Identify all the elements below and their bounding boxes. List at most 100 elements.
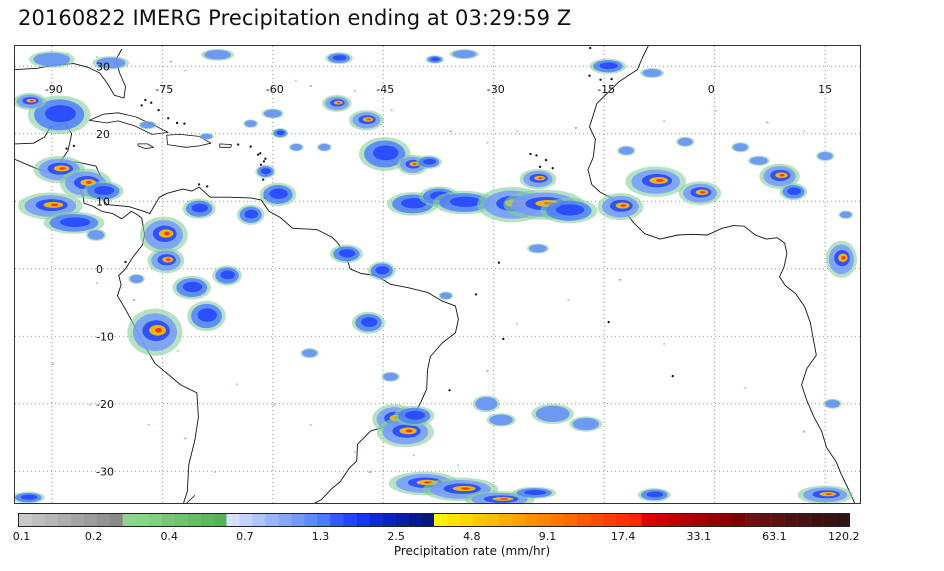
precipitation-extreme-25: [841, 256, 846, 260]
precipitation-cell-20: [597, 193, 644, 221]
colorbar-swatch-26: [356, 514, 370, 526]
precipitation-speck-39: [51, 363, 55, 366]
precipitation-extreme-33: [163, 231, 170, 236]
colorbar-swatch-46: [615, 514, 629, 526]
colorbar-swatch-54: [719, 514, 733, 526]
colorbar-swatch-14: [200, 514, 214, 526]
colorbar-swatch-50: [667, 514, 681, 526]
longitude-label-0: -90: [45, 83, 63, 96]
latitude-label-6: -30: [96, 465, 114, 478]
colorbar-swatch-34: [459, 514, 474, 526]
latitude-label-2: 10: [96, 195, 110, 208]
precipitation-cell-18: [540, 198, 598, 224]
colorbar-swatch-15: [213, 514, 227, 526]
precipitation-cell-42: [329, 244, 364, 264]
precipitation-core-59: [260, 168, 271, 175]
colorbar-tick-10: 63.1: [762, 530, 787, 543]
colorbar-title: Precipitation rate (mm/hr): [393, 544, 551, 558]
colorbar-swatch-53: [706, 514, 720, 526]
precipitation-cell-40: [236, 204, 265, 225]
precipitation-colorbar: [18, 513, 850, 527]
precipitation-body-57: [535, 405, 570, 422]
precipitation-body-73: [618, 146, 634, 155]
precipitation-cell-73: [617, 145, 636, 156]
precipitation-cell-23: [759, 163, 800, 189]
precipitation-cell-19: [519, 168, 557, 190]
coordinate-label-layer: -90 -75 -60 -45 -30 -15 0 15 30 20 10 0 -10 -20 -30: [45, 60, 832, 478]
colorbar-swatch-23: [317, 514, 331, 526]
precipitation-extreme-23: [779, 174, 785, 177]
precipitation-extreme-20: [620, 204, 627, 207]
precipitation-body-7: [642, 68, 662, 78]
colorbar-swatch-24: [330, 514, 344, 526]
precipitation-extreme-49: [460, 487, 470, 490]
island-dot-15: [535, 154, 538, 157]
precipitation-cell-3: [325, 52, 353, 65]
island-dot-37: [206, 185, 209, 188]
precipitation-core-43: [375, 266, 390, 275]
south-america-pacific-coastline: [15, 158, 199, 503]
precipitation-speck-16: [803, 130, 806, 133]
precipitation-body-77: [817, 151, 833, 161]
precipitation-body-78: [839, 211, 852, 219]
precipitation-core-39: [191, 203, 209, 213]
precipitation-speck-28: [515, 322, 519, 325]
precipitation-core-12: [423, 158, 436, 165]
precipitation-body-65: [200, 133, 213, 140]
precipitation-body-5: [452, 50, 477, 59]
precipitation-cell-31: [18, 192, 83, 220]
precipitation-core-44: [360, 317, 378, 327]
island-dot-10: [157, 108, 160, 112]
precipitation-cell-75: [731, 142, 750, 153]
precipitation-cell-36: [127, 308, 183, 356]
precipitation-body-68: [129, 274, 144, 283]
colorbar-swatch-37: [498, 514, 513, 526]
colorbar-swatch-16: [226, 514, 240, 526]
colorbar-swatch-11: [161, 514, 175, 526]
colorbar-tick-7: 9.1: [538, 530, 557, 543]
colorbar-swatch-31: [421, 514, 435, 526]
precipitation-core-26: [44, 105, 76, 123]
longitude-label-3: -45: [376, 83, 394, 96]
colorbar-swatch-52: [693, 514, 707, 526]
chile-south-coast-fragment: [185, 495, 196, 503]
precipitation-speck-10: [486, 141, 489, 144]
island-dot-36: [197, 183, 201, 186]
coastline-layer: [15, 46, 856, 503]
precipitation-body-79: [825, 399, 840, 408]
island-dot-2: [262, 178, 265, 181]
latitude-label-5: -20: [96, 398, 114, 411]
precipitation-map: -90 -75 -60 -45 -30 -15 0 15 30 20 10 0 -10 -20 -30: [15, 46, 860, 503]
precipitation-core-10: [372, 145, 399, 161]
precipitation-cell-41: [259, 182, 297, 207]
precipitation-speck-12: [574, 127, 577, 129]
island-dot-0: [259, 152, 262, 155]
colorbar-swatch-29: [395, 514, 409, 526]
latitude-label-0: 30: [96, 60, 110, 73]
precipitation-cell-12: [416, 155, 442, 169]
precipitation-speck-24: [368, 471, 371, 474]
precipitation-cell-22: [678, 181, 722, 205]
precipitation-core-52: [20, 494, 38, 500]
colorbar-tick-2: 0.4: [160, 530, 179, 543]
precipitation-cell-30: [83, 181, 124, 202]
precipitation-speck-34: [832, 464, 835, 467]
precipitation-speck-21: [272, 403, 275, 406]
precipitation-body-56: [489, 414, 513, 426]
latitude-label-4: -10: [96, 330, 114, 343]
precipitation-speck-9: [449, 130, 452, 133]
colorbar-swatch-20: [278, 514, 292, 526]
puerto-rico-coastline: [219, 143, 232, 148]
precipitation-cell-59: [255, 164, 276, 179]
island-dot-28: [497, 261, 501, 264]
precipitation-cell-78: [838, 210, 854, 219]
island-dot-22: [551, 167, 554, 170]
colorbar-tick-1: 0.2: [84, 530, 103, 543]
precipitation-speck-1: [66, 52, 69, 55]
colorbar-swatch-30: [408, 514, 422, 526]
precipitation-cell-44: [351, 311, 386, 334]
precipitation-core-15: [450, 196, 482, 208]
precipitation-speck-31: [663, 343, 666, 345]
longitude-label-7: 15: [818, 83, 832, 96]
